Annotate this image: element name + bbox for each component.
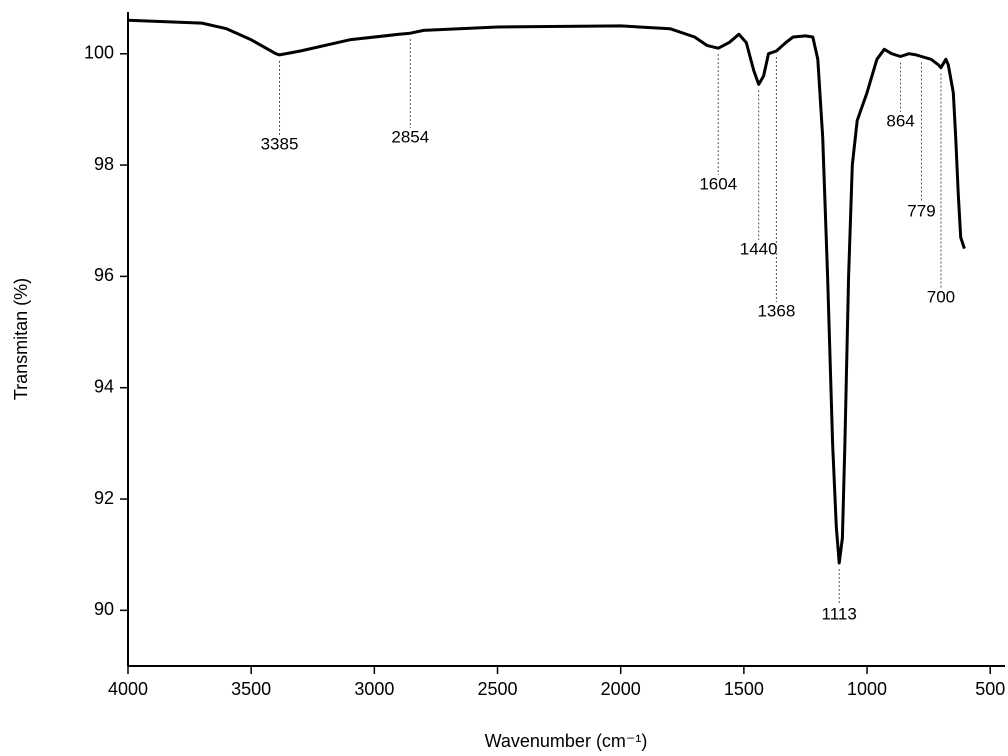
- peak-label: 1368: [757, 301, 795, 320]
- y-tick-label: 98: [94, 154, 114, 174]
- x-tick-label: 1500: [724, 679, 764, 699]
- peak-label: 1440: [740, 239, 778, 258]
- x-tick-label: 2000: [601, 679, 641, 699]
- y-tick-label: 96: [94, 265, 114, 285]
- peak-label: 779: [907, 201, 935, 220]
- x-tick-label: 4000: [108, 679, 148, 699]
- y-tick-label: 90: [94, 599, 114, 619]
- x-tick-label: 3500: [231, 679, 271, 699]
- peak-label: 3385: [261, 134, 299, 153]
- peak-label: 2854: [391, 127, 429, 146]
- peak-label: 1604: [699, 174, 737, 193]
- peak-label: 700: [927, 287, 955, 306]
- spectrum-line: [127, 18, 966, 565]
- x-tick-label: 1000: [847, 679, 887, 699]
- x-tick-label: 500: [975, 679, 1005, 699]
- y-tick-label: 94: [94, 376, 114, 396]
- peak-label: 1113: [822, 604, 857, 623]
- peak-label: 864: [886, 111, 914, 130]
- y-axis-title: Transmitan (%): [11, 278, 31, 400]
- x-axis-title: Wavenumber (cm⁻¹): [485, 731, 648, 751]
- x-tick-label: 3000: [354, 679, 394, 699]
- x-tick-label: 2500: [477, 679, 517, 699]
- y-tick-label: 100: [84, 42, 114, 62]
- y-tick-label: 92: [94, 488, 114, 508]
